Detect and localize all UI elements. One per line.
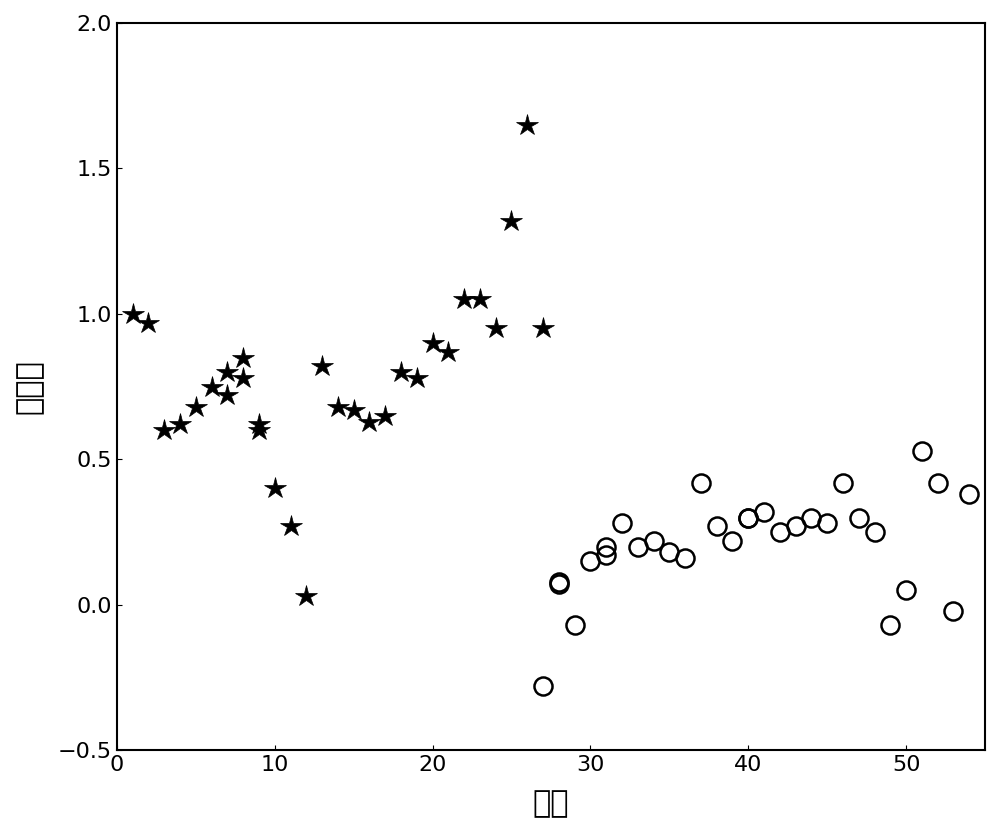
Y-axis label: 预测値: 预测値 [15,359,44,414]
X-axis label: 样品: 样品 [533,789,569,818]
